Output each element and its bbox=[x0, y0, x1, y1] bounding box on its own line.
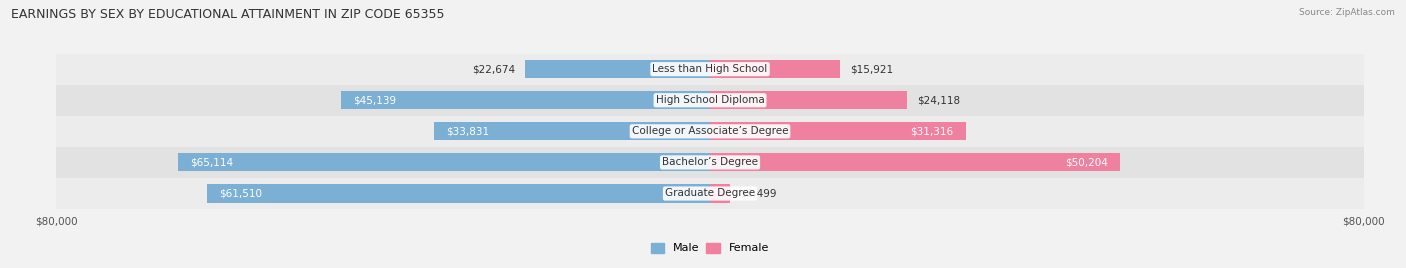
Text: $15,921: $15,921 bbox=[851, 64, 893, 74]
Bar bbox=[56, 116, 1364, 147]
Text: Graduate Degree: Graduate Degree bbox=[665, 188, 755, 199]
Bar bbox=[524, 60, 710, 78]
Text: $22,674: $22,674 bbox=[472, 64, 515, 74]
Bar bbox=[207, 184, 710, 203]
Text: $50,204: $50,204 bbox=[1066, 157, 1108, 168]
Text: Less than High School: Less than High School bbox=[652, 64, 768, 74]
Text: Bachelor’s Degree: Bachelor’s Degree bbox=[662, 157, 758, 168]
Bar bbox=[179, 153, 710, 172]
Bar bbox=[433, 122, 710, 140]
Text: $45,139: $45,139 bbox=[353, 95, 396, 105]
Text: $24,118: $24,118 bbox=[917, 95, 960, 105]
Bar bbox=[710, 184, 731, 203]
Text: EARNINGS BY SEX BY EDUCATIONAL ATTAINMENT IN ZIP CODE 65355: EARNINGS BY SEX BY EDUCATIONAL ATTAINMEN… bbox=[11, 8, 444, 21]
Bar bbox=[56, 178, 1364, 209]
Bar bbox=[710, 153, 1121, 172]
Text: $65,114: $65,114 bbox=[190, 157, 233, 168]
Bar bbox=[56, 147, 1364, 178]
Bar bbox=[342, 91, 710, 109]
Bar bbox=[710, 91, 907, 109]
Bar bbox=[56, 85, 1364, 116]
Text: $33,831: $33,831 bbox=[446, 126, 489, 136]
Bar bbox=[710, 122, 966, 140]
Legend: Male, Female: Male, Female bbox=[647, 238, 773, 258]
Text: $31,316: $31,316 bbox=[911, 126, 953, 136]
Text: Source: ZipAtlas.com: Source: ZipAtlas.com bbox=[1299, 8, 1395, 17]
Text: $61,510: $61,510 bbox=[219, 188, 263, 199]
Text: High School Diploma: High School Diploma bbox=[655, 95, 765, 105]
Text: College or Associate’s Degree: College or Associate’s Degree bbox=[631, 126, 789, 136]
Bar bbox=[710, 60, 841, 78]
Text: $2,499: $2,499 bbox=[741, 188, 776, 199]
Bar bbox=[56, 54, 1364, 85]
